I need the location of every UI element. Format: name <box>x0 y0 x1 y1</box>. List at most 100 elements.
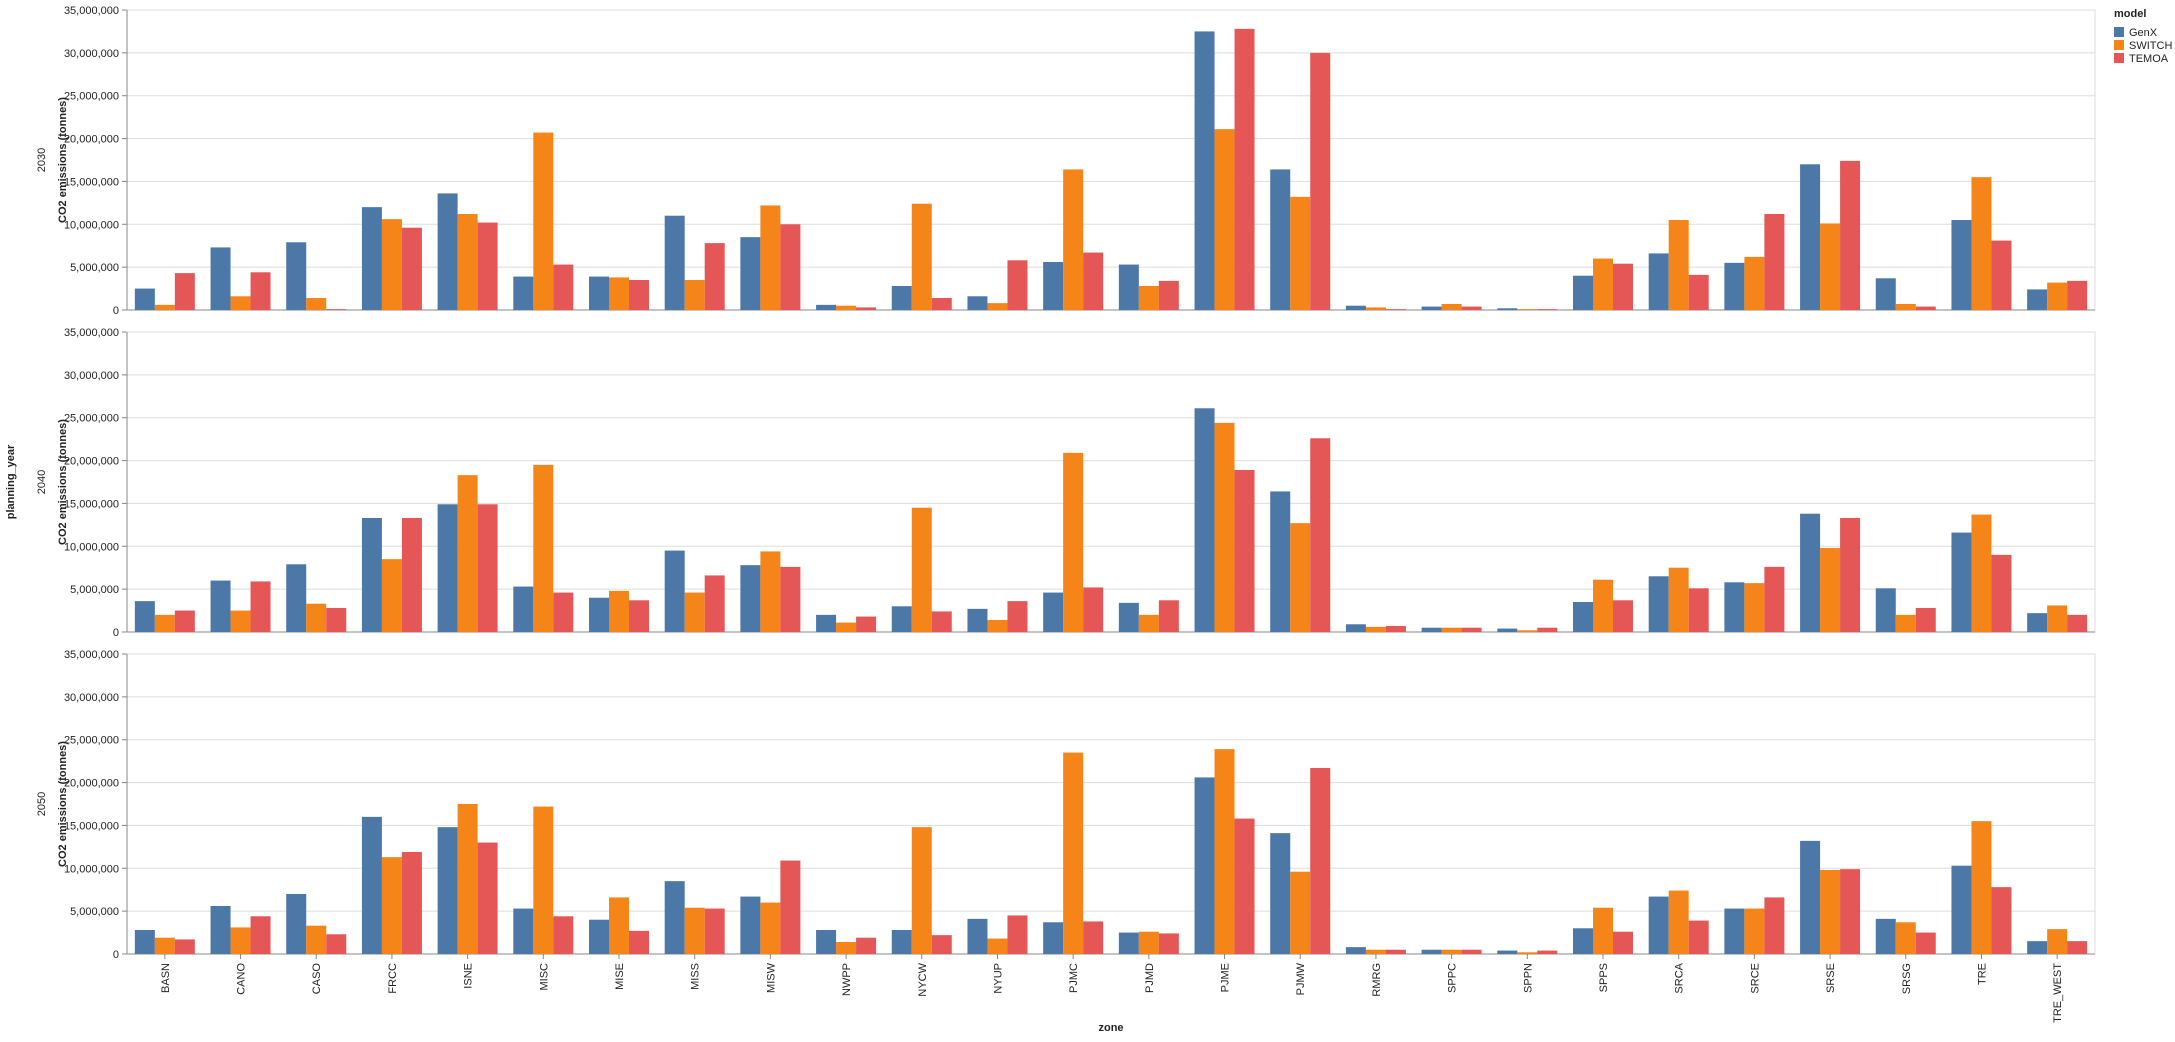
bar-2050-TRE-SWITCH <box>1971 821 1992 954</box>
bar-2050-PJMW-TEMOA <box>1310 768 1331 954</box>
bar-2040-SPPN-SWITCH <box>1517 630 1538 632</box>
bar-2050-SRSG-GenX <box>1875 918 1896 954</box>
bar-2050-PJMW-SWITCH <box>1290 871 1311 954</box>
bar-2040-SRSE-SWITCH <box>1820 548 1841 632</box>
bar-2050-MISE-TEMOA <box>629 930 649 954</box>
bar-2030-MISE-GenX <box>589 276 609 310</box>
bar-2030-MISC-TEMOA <box>553 264 574 310</box>
bar-2030-FRCC-TEMOA <box>401 227 422 310</box>
bar-2030-SRCE-SWITCH <box>1744 256 1765 310</box>
bar-2030-SRSE-SWITCH <box>1820 223 1841 310</box>
bar-2030-NYCW-SWITCH <box>911 203 932 310</box>
bar-2030-FRCC-GenX <box>361 207 382 310</box>
bar-2050-FRCC-TEMOA <box>401 852 422 954</box>
bar-2030-MISE-SWITCH <box>609 277 629 310</box>
bar-2040-MISE-SWITCH <box>609 590 629 632</box>
bar-2040-SRCE-TEMOA <box>1764 566 1785 632</box>
y-tick-label: 35,000,000 <box>64 327 119 339</box>
bar-2040-SPPC-SWITCH <box>1441 627 1462 632</box>
bar-2040-PJMD-GenX <box>1118 602 1139 632</box>
y-tick-label: 15,000,000 <box>64 498 119 510</box>
bar-2050-SRSE-SWITCH <box>1820 870 1841 954</box>
bar-2030-MISS-GenX <box>664 215 685 310</box>
bar-2030-NYUP-GenX <box>967 296 988 310</box>
bar-2040-MISW-SWITCH <box>760 551 781 632</box>
legend-label-genx: GenX <box>2129 27 2158 39</box>
x-axis-title: zone <box>1098 1022 1123 1034</box>
bar-2040-SRCA-SWITCH <box>1668 567 1689 632</box>
bar-2050-PJMW-GenX <box>1270 833 1291 954</box>
x-tick-label: PJMC <box>1068 963 1080 993</box>
bar-2030-PJMW-GenX <box>1270 169 1291 310</box>
bar-2040-BASN-TEMOA <box>174 610 195 632</box>
bar-2040-CASO-TEMOA <box>326 608 347 632</box>
bar-2030-PJMD-GenX <box>1118 264 1139 310</box>
bar-2050-NYCW-SWITCH <box>911 827 932 954</box>
bar-2040-NWPP-TEMOA <box>856 616 877 632</box>
bar-2030-NWPP-GenX <box>816 304 837 310</box>
bar-2040-ISNE-GenX <box>437 504 458 632</box>
row-field-title: planning_year <box>5 444 17 519</box>
y-tick-label: 15,000,000 <box>64 820 119 832</box>
bar-2040-PJMC-SWITCH <box>1063 452 1084 632</box>
bar-2030-TRE-TEMOA <box>1991 240 2012 310</box>
bar-2050-SRSE-GenX <box>1800 840 1821 954</box>
x-tick-label: ISNE <box>463 963 475 989</box>
x-tick-label: TRE_WEST <box>2052 963 2064 1023</box>
bar-2050-PJMC-GenX <box>1043 922 1064 954</box>
bar-2040-PJME-GenX <box>1194 408 1215 632</box>
bar-2030-ISNE-GenX <box>437 193 458 310</box>
bar-2030-TRE_WEST-GenX <box>2027 289 2048 310</box>
bar-2050-SRSE-TEMOA <box>1840 869 1861 954</box>
bar-2050-MISC-GenX <box>513 908 534 954</box>
x-tick-label: SRCA <box>1674 962 1686 993</box>
legend-label-switch: SWITCH <box>2129 40 2172 52</box>
y-tick-label: 0 <box>113 627 119 639</box>
bar-2050-PJMC-SWITCH <box>1063 752 1084 954</box>
x-tick-label: SPPS <box>1598 963 1610 992</box>
y-tick-label: 10,000,000 <box>64 219 119 231</box>
panel-frame <box>126 331 2096 633</box>
bar-2050-MISS-SWITCH <box>684 907 705 954</box>
bar-2050-TRE_WEST-SWITCH <box>2047 929 2068 954</box>
y-tick-label: 25,000,000 <box>64 91 119 103</box>
x-tick-label: SRSE <box>1825 963 1837 993</box>
y-tick-label: 20,000,000 <box>64 778 119 790</box>
bar-2050-CANO-SWITCH <box>230 927 251 954</box>
bar-2040-NYUP-GenX <box>967 608 988 632</box>
bar-2050-SRCE-TEMOA <box>1764 897 1785 954</box>
bar-2030-SPPS-SWITCH <box>1593 258 1613 310</box>
bar-2050-MISW-GenX <box>740 896 761 954</box>
bar-2040-NYCW-SWITCH <box>911 507 932 632</box>
bar-2030-PJMD-SWITCH <box>1138 286 1159 310</box>
x-tick-label: NYCW <box>917 962 929 996</box>
bar-2050-SRCE-GenX <box>1724 908 1745 954</box>
bar-2030-SRCA-GenX <box>1648 253 1669 310</box>
bar-2040-TRE-GenX <box>1951 532 1972 632</box>
bar-2040-SPPS-SWITCH <box>1593 579 1613 632</box>
bar-2030-TRE_WEST-SWITCH <box>2047 282 2068 310</box>
bar-2040-BASN-SWITCH <box>154 614 175 632</box>
x-tick-label: MISS <box>690 963 702 990</box>
bar-2040-PJMC-TEMOA <box>1083 587 1104 632</box>
bar-2030-NYUP-TEMOA <box>1007 260 1028 310</box>
bar-2030-TRE-SWITCH <box>1971 177 1992 310</box>
x-tick-label: MISE <box>614 963 626 990</box>
bar-2030-PJMW-SWITCH <box>1290 196 1311 310</box>
bar-2050-MISE-SWITCH <box>609 897 629 954</box>
bar-2030-SRSG-SWITCH <box>1895 304 1916 310</box>
bar-2040-MISE-TEMOA <box>629 600 649 632</box>
y-tick-label: 5,000,000 <box>70 584 119 596</box>
y-tick-label: 25,000,000 <box>64 413 119 425</box>
x-tick-label: RMRG <box>1371 963 1383 997</box>
bar-2030-NWPP-SWITCH <box>836 305 857 310</box>
x-tick-label: FRCC <box>387 963 399 994</box>
y-tick-label: 35,000,000 <box>64 649 119 661</box>
bar-2050-SPPN-SWITCH <box>1517 952 1538 954</box>
bar-2050-NYCW-GenX <box>891 930 912 954</box>
bar-2050-TRE_WEST-TEMOA <box>2067 941 2088 954</box>
panel-2030: 0 5,000,000 10,000,000 15,000,000 20,000,000… <box>36 5 2096 317</box>
y-axis-title: CO2 emissions (tonnes) <box>57 419 69 545</box>
x-tick-label: SPPC <box>1447 963 1459 993</box>
bar-2050-PJMD-SWITCH <box>1138 931 1159 954</box>
